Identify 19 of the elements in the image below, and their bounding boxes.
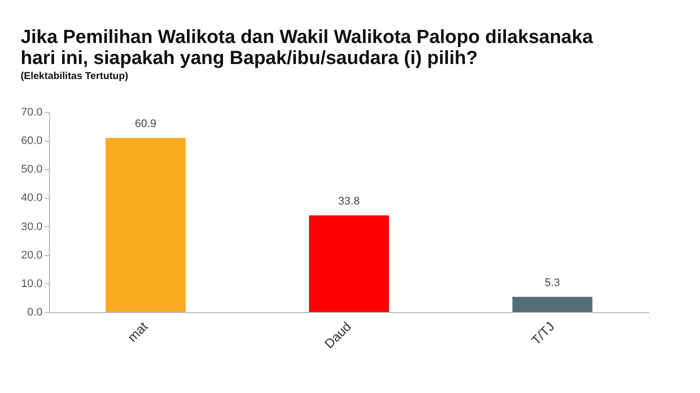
text: Jika Pemilihan Walikota dan Wakil Walikota Palopo dilaksanaka	[20, 27, 593, 48]
data-label: 5.3	[544, 276, 560, 289]
x-tick-label: T/TJ	[528, 318, 558, 348]
y-tick-label: 20.0	[21, 249, 42, 262]
bar	[309, 215, 389, 312]
y-tick-label: 0.0	[27, 306, 42, 318]
y-tick-label: 70.0	[21, 106, 42, 118]
data-label: 60.9	[134, 118, 156, 130]
y-tick-label: 30.0	[21, 220, 42, 233]
y-tick-label: 10.0	[21, 278, 42, 290]
y-tick-label: 60.0	[21, 135, 42, 148]
chart-subtitle: (Elektabilitas Tertutup)	[20, 71, 128, 82]
data-label: 33.8	[338, 195, 360, 208]
y-tick-label: 50.0	[21, 164, 42, 176]
y-tick-label: 40.0	[21, 192, 42, 204]
bar	[512, 296, 592, 312]
text: hari ini, siapakah yang Bapak/ibu/saudara (i) pilih?	[20, 48, 478, 69]
bar	[106, 138, 186, 312]
x-tick-label: mat	[124, 318, 151, 345]
